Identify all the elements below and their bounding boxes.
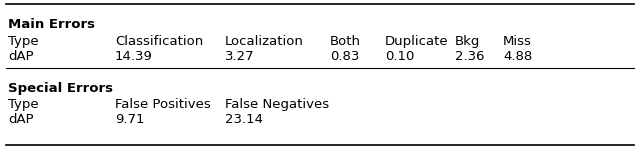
Text: Localization: Localization bbox=[225, 35, 304, 48]
Text: False Negatives: False Negatives bbox=[225, 98, 329, 111]
Text: 14.39: 14.39 bbox=[115, 50, 153, 63]
Text: dAP: dAP bbox=[8, 113, 34, 126]
Text: Type: Type bbox=[8, 98, 38, 111]
Text: 4.88: 4.88 bbox=[503, 50, 532, 63]
Text: Special Errors: Special Errors bbox=[8, 82, 113, 95]
Text: Main Errors: Main Errors bbox=[8, 18, 95, 31]
Text: Bkg: Bkg bbox=[455, 35, 481, 48]
Text: Type: Type bbox=[8, 35, 38, 48]
Text: Duplicate: Duplicate bbox=[385, 35, 449, 48]
Text: 0.83: 0.83 bbox=[330, 50, 360, 63]
Text: 0.10: 0.10 bbox=[385, 50, 414, 63]
Text: dAP: dAP bbox=[8, 50, 34, 63]
Text: 9.71: 9.71 bbox=[115, 113, 145, 126]
Text: Both: Both bbox=[330, 35, 361, 48]
Text: 3.27: 3.27 bbox=[225, 50, 255, 63]
Text: 2.36: 2.36 bbox=[455, 50, 484, 63]
Text: Classification: Classification bbox=[115, 35, 204, 48]
Text: Miss: Miss bbox=[503, 35, 532, 48]
Text: False Positives: False Positives bbox=[115, 98, 211, 111]
Text: 23.14: 23.14 bbox=[225, 113, 263, 126]
